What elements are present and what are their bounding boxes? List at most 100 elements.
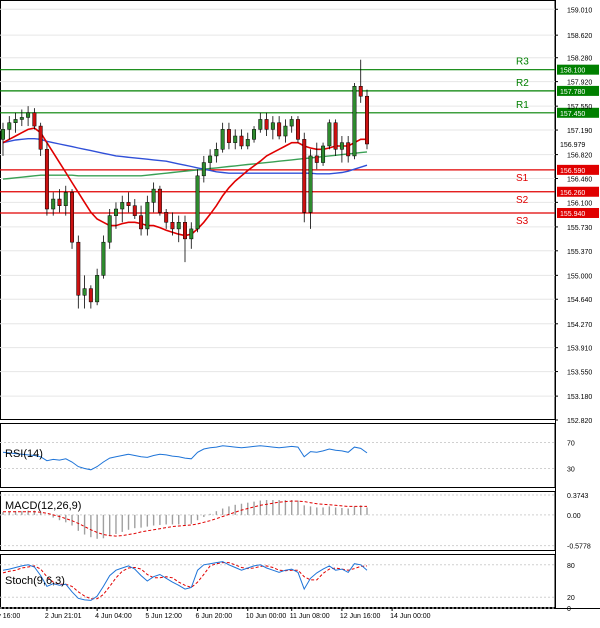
pane-tick-label: 0.00 [567, 513, 581, 520]
candle-body [314, 155, 319, 163]
rsi-title: RSI(14) [5, 448, 43, 460]
price-tick-label: 156.460 [567, 176, 592, 183]
macd-title: MACD(12,26,9) [5, 500, 81, 512]
price-tick-label: 153.180 [567, 394, 592, 401]
candle-body [220, 129, 225, 150]
price-tick-label: 154.640 [567, 297, 592, 304]
time-tick-label: 2 Jun 21:01 [45, 613, 82, 620]
candle-body [151, 188, 156, 203]
level-price-label: 155.940 [560, 211, 585, 218]
candle-body [170, 222, 175, 230]
level-label-r2: R2 [516, 78, 529, 89]
pane-tick-label: 70 [567, 441, 575, 448]
candle-body [26, 112, 31, 118]
level-price-label: 156.260 [560, 190, 585, 197]
candle-body [157, 188, 162, 213]
candle-body [113, 208, 118, 216]
candle-body [76, 241, 81, 296]
candle-body [239, 135, 244, 147]
time-tick-label: 5 Jun 12:00 [145, 613, 182, 620]
candle-body [302, 139, 307, 213]
candle-body [308, 155, 313, 213]
candle-body [321, 145, 326, 163]
time-tick-label: 12 Jun 16:00 [340, 613, 381, 620]
price-tick-label: 157.550 [567, 104, 592, 111]
pane-tick-label: 0 [567, 606, 571, 613]
candle-body [82, 288, 87, 296]
candle-body [195, 175, 200, 230]
level-label-s3: S3 [516, 216, 529, 227]
level-label-r3: R3 [516, 57, 529, 68]
candle-body [226, 129, 231, 143]
level-label-r1: R1 [516, 100, 529, 111]
candle-body [107, 215, 112, 243]
stoch-title: Stoch(9,6,3) [5, 575, 65, 587]
rsi-pane [0, 423, 556, 488]
candle-body [339, 142, 344, 150]
price-tick-label: 155.370 [567, 249, 592, 256]
price-tick-label: 152.820 [567, 418, 592, 425]
candle-body [38, 125, 43, 150]
level-price-label: 157.780 [560, 89, 585, 96]
candle-body [7, 122, 12, 130]
level-label-s1: S1 [516, 173, 529, 184]
candle-body [145, 202, 150, 230]
level-price-label: 156.590 [560, 168, 585, 175]
candle-body [365, 95, 369, 145]
candle-body [358, 86, 363, 97]
level-price-tag [557, 85, 599, 96]
candle-body [120, 202, 125, 210]
candle-body [139, 215, 144, 230]
candle-body [88, 288, 93, 303]
time-tick-label: 11 Jun 08:00 [290, 613, 330, 620]
candle-body [333, 122, 338, 150]
candle-body [277, 122, 282, 137]
price-tick-label: 153.550 [567, 370, 592, 377]
price-tick-label: 157.190 [567, 128, 592, 135]
price-tick-label: 156.100 [567, 200, 592, 207]
candle-body [258, 119, 263, 130]
candle-body [95, 275, 100, 303]
macd-pane [0, 491, 556, 551]
macd-signal-line [3, 500, 367, 537]
candle-body [233, 135, 238, 143]
pane-tick-label: 20 [567, 595, 575, 602]
candle-body [1, 129, 5, 140]
price-pane [0, 0, 556, 420]
time-tick-label: 10 Jun 00:00 [246, 613, 287, 620]
price-tick-label: 155.730 [567, 225, 592, 232]
level-price-label: 158.100 [560, 68, 585, 75]
candle-body [270, 122, 275, 130]
candle-body [164, 212, 169, 223]
candle-body [176, 222, 181, 230]
candle-body [289, 119, 294, 127]
moving-average-mid-line [2, 137, 368, 175]
level-price-tag [557, 164, 599, 175]
price-tick-label: 155.000 [567, 273, 592, 280]
price-tick-label: 158.280 [567, 56, 592, 63]
candle-body [44, 149, 49, 210]
candle-body [245, 139, 250, 147]
candle-body [132, 205, 137, 216]
candle-body [283, 125, 288, 137]
candle-body [19, 117, 24, 120]
candle-body [63, 192, 68, 206]
price-tick-label: 156.820 [567, 153, 592, 160]
candle-body [252, 129, 257, 140]
candle-body [295, 119, 300, 140]
candle-body [264, 119, 269, 130]
level-price-label: 157.450 [560, 111, 585, 118]
stoch-k-line [2, 561, 368, 601]
level-price-tag [557, 207, 599, 218]
last-price-tag [557, 139, 599, 150]
level-price-tag [557, 186, 599, 197]
pane-tick-label: -0.5778 [567, 544, 591, 551]
candle-body [57, 198, 62, 206]
time-tick-label: 14 Jun 00:00 [390, 613, 431, 620]
candle-body [13, 119, 18, 123]
rsi-line [2, 445, 368, 471]
candle-body [346, 142, 351, 157]
price-tick-label: 154.270 [567, 322, 592, 329]
